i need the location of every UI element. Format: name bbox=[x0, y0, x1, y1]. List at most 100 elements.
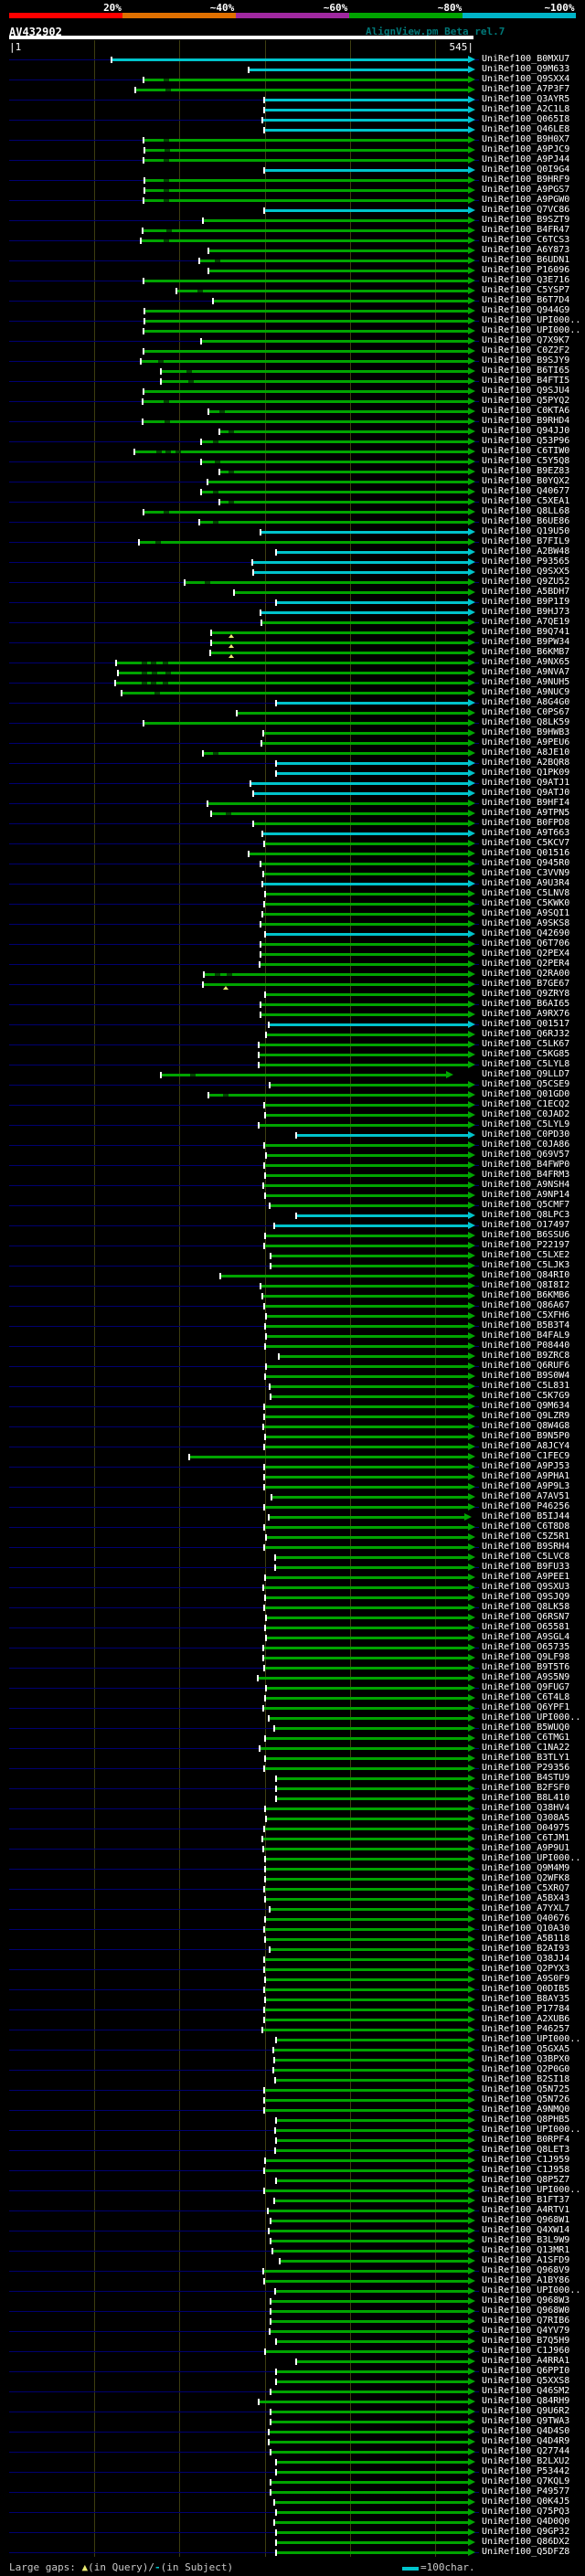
hit-bar[interactable] bbox=[264, 109, 468, 111]
hit-bar[interactable] bbox=[276, 2119, 468, 2122]
hit-bar[interactable] bbox=[264, 1606, 468, 1609]
hit-bar[interactable] bbox=[264, 1667, 468, 1670]
hit-label[interactable]: UniRef100_C5LK67 bbox=[482, 1039, 570, 1049]
hit-bar[interactable] bbox=[264, 1164, 468, 1167]
hit-bar[interactable] bbox=[271, 2411, 468, 2413]
hit-label[interactable]: UniRef100_Q84RI0 bbox=[482, 1270, 570, 1280]
hit-bar[interactable] bbox=[259, 1064, 468, 1066]
hit-bar[interactable] bbox=[161, 1074, 446, 1076]
hit-label[interactable]: UniRef100_A9TPN5 bbox=[482, 808, 570, 818]
hit-label[interactable]: UniRef100_B2SI18 bbox=[482, 2074, 570, 2084]
hit-bar[interactable] bbox=[274, 2059, 468, 2062]
hit-label[interactable]: UniRef100_B6KMB6 bbox=[482, 1290, 570, 1300]
hit-label[interactable]: UniRef100_A9NVA7 bbox=[482, 667, 570, 677]
hit-label[interactable]: UniRef100_Q6PPI0 bbox=[482, 2366, 570, 2376]
hit-bar[interactable] bbox=[280, 2260, 468, 2263]
hit-label[interactable]: UniRef100_C5KG85 bbox=[482, 1049, 570, 1059]
hit-bar[interactable] bbox=[161, 380, 468, 383]
hit-label[interactable]: UniRef100_C5L831 bbox=[482, 1381, 570, 1391]
hit-label[interactable]: UniRef100_Q4D4S0 bbox=[482, 2426, 570, 2436]
hit-label[interactable]: UniRef100_A9U3R4 bbox=[482, 878, 570, 888]
hit-label[interactable]: UniRef100_C5LJK3 bbox=[482, 1260, 570, 1270]
hit-label[interactable]: UniRef100_C1NA22 bbox=[482, 1743, 570, 1753]
hit-label[interactable]: UniRef100_Q5CSE9 bbox=[482, 1079, 570, 1089]
hit-bar[interactable] bbox=[264, 99, 468, 101]
hit-bar[interactable] bbox=[271, 2421, 468, 2423]
hit-label[interactable]: UniRef100_Q0K4J5 bbox=[482, 2496, 570, 2507]
hit-bar[interactable] bbox=[271, 1496, 468, 1499]
hit-label[interactable]: UniRef100_Q38JJ4 bbox=[482, 1954, 570, 1964]
hit-bar[interactable] bbox=[276, 2551, 468, 2554]
hit-label[interactable]: UniRef100_C0PS67 bbox=[482, 707, 570, 717]
hit-bar[interactable] bbox=[276, 2179, 468, 2182]
hit-bar[interactable] bbox=[276, 1787, 468, 1790]
hit-label[interactable]: UniRef100_B4FWP0 bbox=[482, 1160, 570, 1170]
hit-label[interactable]: UniRef100_UPI000.. bbox=[482, 325, 581, 335]
hit-label[interactable]: UniRef100_B9FU33 bbox=[482, 1562, 570, 1572]
hit-bar[interactable] bbox=[270, 1908, 468, 1911]
hit-bar[interactable] bbox=[279, 1355, 468, 1358]
hit-label[interactable]: UniRef100_B0YQX2 bbox=[482, 476, 570, 486]
hit-label[interactable]: UniRef100_Q5N726 bbox=[482, 2094, 570, 2104]
hit-label[interactable]: UniRef100_Q2RA00 bbox=[482, 969, 570, 979]
hit-bar[interactable] bbox=[249, 69, 468, 71]
hit-bar[interactable] bbox=[264, 1405, 468, 1408]
hit-label[interactable]: UniRef100_UPI000.. bbox=[482, 1712, 581, 1723]
hit-label[interactable]: UniRef100_C5Z5R1 bbox=[482, 1532, 570, 1542]
hit-bar[interactable] bbox=[262, 1838, 468, 1840]
hit-label[interactable]: UniRef100_O65735 bbox=[482, 1642, 570, 1652]
hit-label[interactable]: UniRef100_Q9ZU52 bbox=[482, 577, 570, 587]
hit-label[interactable]: UniRef100_Q13MR1 bbox=[482, 2245, 570, 2255]
hit-label[interactable]: UniRef100_P46257 bbox=[482, 2024, 570, 2034]
hit-bar[interactable] bbox=[208, 1094, 468, 1097]
hit-bar[interactable] bbox=[143, 400, 468, 403]
hit-label[interactable]: UniRef100_B4FR47 bbox=[482, 225, 570, 235]
hit-bar[interactable] bbox=[139, 541, 468, 544]
hit-bar[interactable] bbox=[264, 1526, 468, 1529]
hit-label[interactable]: UniRef100_B6UDN1 bbox=[482, 255, 570, 265]
hit-bar[interactable] bbox=[208, 410, 468, 413]
hit-label[interactable]: UniRef100_B6UE86 bbox=[482, 516, 570, 526]
hit-label[interactable]: UniRef100_Q9LLD7 bbox=[482, 1069, 570, 1079]
hit-label[interactable]: UniRef100_B2LXU2 bbox=[482, 2456, 570, 2466]
hit-bar[interactable] bbox=[264, 1767, 468, 1770]
hit-bar[interactable] bbox=[144, 179, 468, 182]
hit-label[interactable]: UniRef100_Q9ATJ1 bbox=[482, 778, 570, 788]
hit-bar[interactable] bbox=[201, 491, 468, 493]
hit-label[interactable]: UniRef100_C1ECQ2 bbox=[482, 1099, 570, 1109]
hit-label[interactable]: UniRef100_UPI000.. bbox=[482, 2285, 581, 2295]
hit-label[interactable]: UniRef100_C1J960 bbox=[482, 2346, 570, 2356]
hit-bar[interactable] bbox=[176, 290, 468, 292]
hit-label[interactable]: UniRef100_B9T5T6 bbox=[482, 1662, 570, 1672]
hit-bar[interactable] bbox=[264, 1446, 468, 1448]
hit-bar[interactable] bbox=[260, 1747, 468, 1750]
hit-label[interactable]: UniRef100_A7YXL7 bbox=[482, 1903, 570, 1913]
hit-bar[interactable] bbox=[270, 1385, 468, 1388]
hit-bar[interactable] bbox=[270, 1948, 468, 1951]
hit-label[interactable]: UniRef100_Q86A67 bbox=[482, 1300, 570, 1310]
hit-label[interactable]: UniRef100_A7QE19 bbox=[482, 617, 570, 627]
hit-bar[interactable] bbox=[266, 1687, 468, 1690]
hit-bar[interactable] bbox=[118, 672, 468, 674]
hit-bar[interactable] bbox=[261, 611, 468, 614]
hit-label[interactable]: UniRef100_B9HFI4 bbox=[482, 798, 570, 808]
hit-bar[interactable] bbox=[264, 1486, 468, 1489]
hit-label[interactable]: UniRef100_B2AI93 bbox=[482, 1944, 570, 1954]
hit-bar[interactable] bbox=[264, 1828, 468, 1830]
hit-bar[interactable] bbox=[265, 1858, 468, 1860]
hit-bar[interactable] bbox=[263, 732, 468, 735]
hit-bar[interactable] bbox=[264, 169, 468, 172]
hit-label[interactable]: UniRef100_A8JE10 bbox=[482, 747, 570, 758]
hit-bar[interactable] bbox=[264, 843, 468, 845]
hit-bar[interactable] bbox=[211, 631, 468, 634]
hit-bar[interactable] bbox=[219, 471, 468, 473]
hit-bar[interactable] bbox=[263, 1647, 468, 1649]
hit-label[interactable]: UniRef100_Q2P0G0 bbox=[482, 2064, 570, 2074]
hit-label[interactable]: UniRef100_O04975 bbox=[482, 1823, 570, 1833]
hit-label[interactable]: UniRef100_A9SQI1 bbox=[482, 908, 570, 918]
hit-label[interactable]: UniRef100_A2BQR8 bbox=[482, 758, 570, 768]
hit-bar[interactable] bbox=[266, 1335, 468, 1338]
hit-bar[interactable] bbox=[266, 1154, 468, 1157]
hit-label[interactable]: UniRef100_A9PJC9 bbox=[482, 144, 570, 154]
hit-bar[interactable] bbox=[261, 1003, 468, 1006]
